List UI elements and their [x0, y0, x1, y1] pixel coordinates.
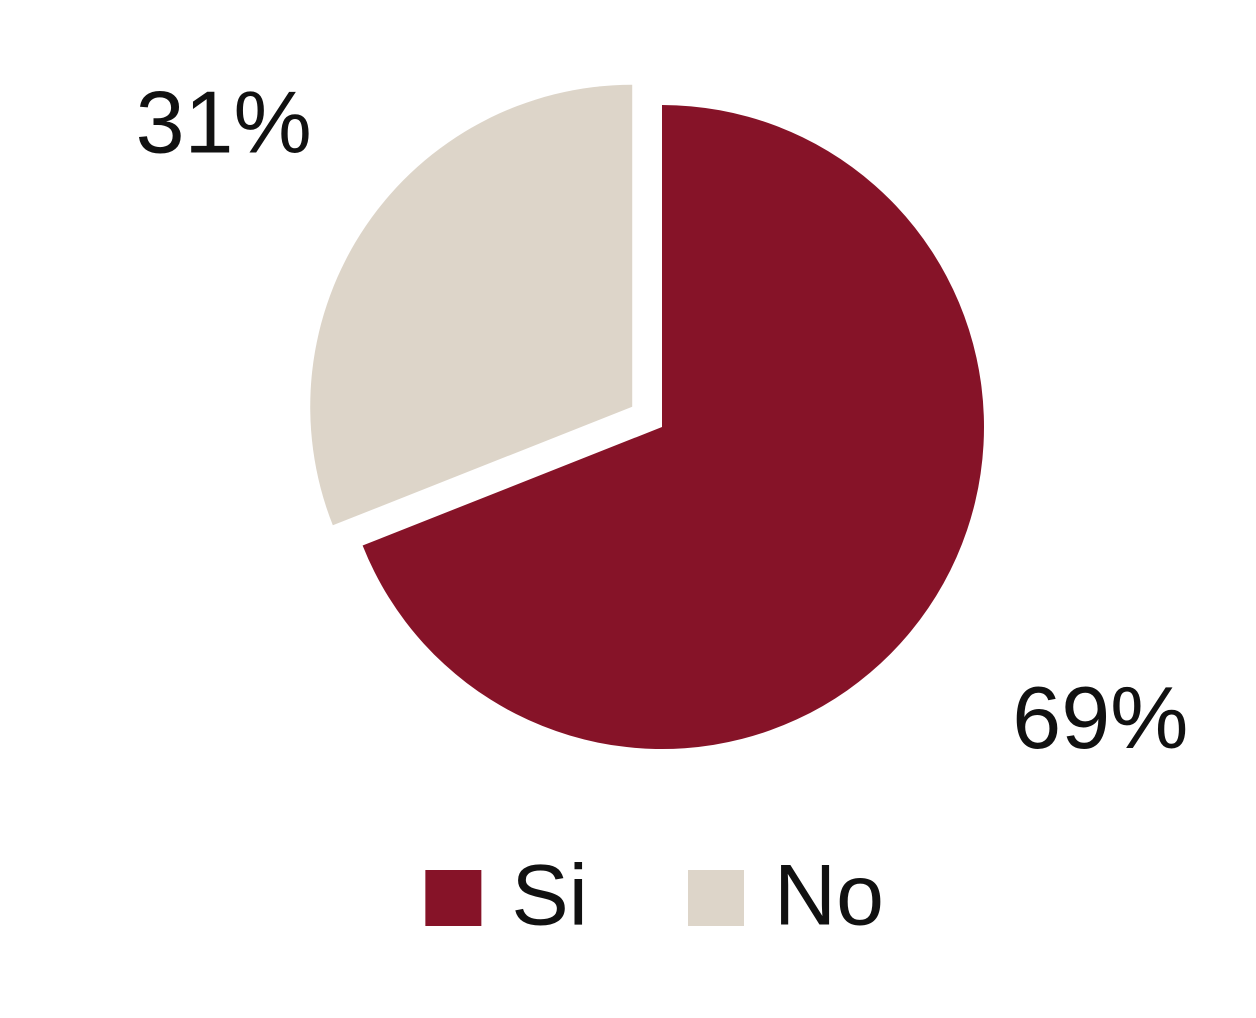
legend-label: Si — [511, 848, 587, 944]
pie-slice — [362, 105, 985, 749]
data-label: 69% — [1012, 668, 1188, 767]
legend-label: No — [774, 848, 884, 944]
pie-slice — [310, 84, 633, 526]
data-label: 31% — [136, 72, 312, 171]
legend-swatch — [425, 870, 482, 926]
legend-swatch — [688, 870, 744, 926]
